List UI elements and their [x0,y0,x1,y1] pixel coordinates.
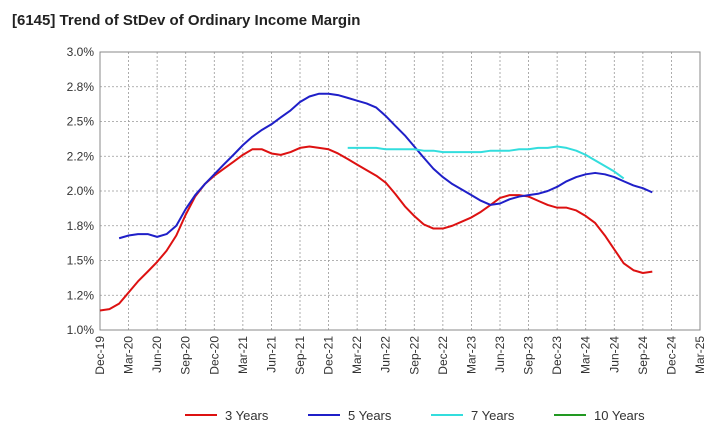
axes [99,51,701,331]
x-tick-label: Sep-21 [293,336,307,375]
y-tick-label: 2.5% [67,115,95,129]
x-tick-label: Mar-24 [579,336,593,374]
x-tick-label: Mar-20 [122,336,136,374]
x-tick-labels: Dec-19 Mar-20 Jun-20 Sep-20 Dec-20 Mar-21 Jun-… [93,336,707,375]
y-tick-label: 2.2% [67,149,95,163]
legend-label: 7 Years [471,408,515,423]
y-tick-label: 2.0% [67,184,95,198]
y-tick-labels: 1.0% 1.2% 1.5% 1.8% 2.0% 2.2% 2.5% 2.8% 3.0% [67,45,95,337]
y-tick-label: 3.0% [67,45,95,59]
x-tick-label: Jun-21 [264,336,278,373]
legend-item: 5 Years [308,408,392,423]
plot-frame [99,51,701,331]
x-tick-label: Dec-19 [93,336,107,375]
legend-label: 3 Years [225,408,269,423]
legend-item: 10 Years [554,408,645,423]
x-tick-label: Mar-22 [350,336,364,374]
x-tick-label: Dec-22 [436,336,450,375]
y-tick-label: 1.2% [67,288,95,302]
x-tick-label: Sep-24 [636,336,650,375]
x-tick-label: Jun-20 [150,336,164,373]
x-tick-label: Jun-23 [493,336,507,373]
grid [99,51,701,331]
x-tick-label: Dec-20 [207,336,221,375]
y-tick-label: 1.8% [67,219,95,233]
series-line-7-years [347,145,625,180]
x-tick-label: Dec-24 [664,336,678,375]
legend-item: 7 Years [431,408,515,423]
x-tick-label: Mar-25 [693,336,707,374]
x-tick-label: Jun-24 [607,336,621,373]
legend-item: 3 Years [185,408,269,423]
legend-label: 10 Years [594,408,645,423]
legend-label: 5 Years [348,408,392,423]
series-lines [99,92,653,312]
legend: 3 Years 5 Years 7 Years 10 Years [185,408,645,423]
x-tick-label: Sep-20 [179,336,193,375]
x-tick-label: Jun-22 [379,336,393,373]
x-tick-label: Mar-23 [464,336,478,374]
x-tick-label: Sep-23 [522,336,536,375]
chart-title: [6145] Trend of StDev of Ordinary Income… [12,12,361,29]
x-tick-label: Mar-21 [236,336,250,374]
y-tick-label: 2.8% [67,80,95,94]
series-line-3-years [99,145,653,312]
x-tick-label: Dec-23 [550,336,564,375]
x-tick-label: Sep-22 [407,336,421,375]
y-tick-label: 1.0% [67,323,95,337]
y-tick-label: 1.5% [67,254,95,268]
x-tick-label: Dec-21 [322,336,336,375]
series-line-5-years [118,92,653,240]
